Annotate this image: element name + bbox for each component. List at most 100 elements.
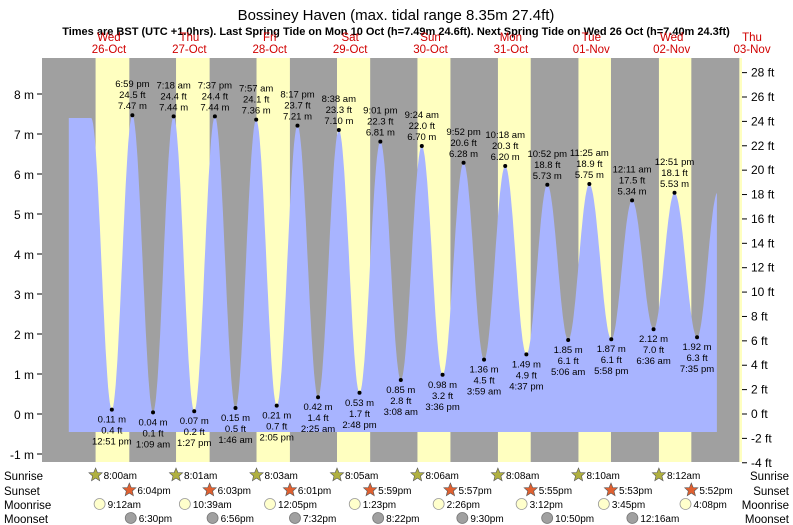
tide-height-m-label: 6.70 m bbox=[407, 132, 436, 143]
tide-height-m-label: 5.34 m bbox=[618, 186, 647, 197]
tide-height-ft-label: 23.3 ft bbox=[326, 105, 353, 116]
tide-time-label: 7:37 pm bbox=[198, 80, 232, 91]
tide-curve bbox=[68, 115, 717, 432]
y-right-tick-label: 8 ft bbox=[751, 309, 768, 323]
y-left-tick-label: 3 m bbox=[14, 288, 34, 302]
tide-point bbox=[316, 395, 321, 400]
sunset-icon bbox=[603, 482, 619, 497]
tide-point bbox=[587, 182, 592, 186]
moonset-row-label-left: Moonset bbox=[4, 514, 49, 525]
sunrise-row-label-right: Sunrise bbox=[750, 471, 789, 483]
sunset-icon bbox=[443, 482, 458, 497]
moonset-icon bbox=[372, 512, 385, 524]
tide-point bbox=[357, 390, 362, 395]
y-right-tick-label: 4 ft bbox=[751, 358, 768, 372]
tide-time-label: 9:52 pm bbox=[446, 127, 480, 138]
sunset-time: 6:01pm bbox=[298, 486, 331, 497]
moonrise-icon bbox=[93, 498, 106, 510]
moonrise-icon bbox=[515, 498, 528, 510]
tide-height-m-label: 1.87 m bbox=[597, 344, 626, 355]
moonrise-time: 3:45pm bbox=[612, 500, 645, 511]
tide-time-label: 8:17 pm bbox=[280, 90, 314, 101]
day-name: Sat bbox=[342, 32, 360, 44]
tide-height-ft-label: 6.3 ft bbox=[686, 353, 707, 364]
tide-point bbox=[171, 114, 176, 119]
y-left-tick-label: 7 m bbox=[14, 128, 34, 142]
y-right-tick-label: 24 ft bbox=[751, 114, 775, 128]
sunrise-icon bbox=[329, 467, 345, 482]
tide-point bbox=[609, 337, 614, 342]
day-date: 27-Oct bbox=[172, 44, 207, 56]
day-labels: Wed26-OctThu27-OctFri28-OctSat29-OctSun3… bbox=[92, 32, 771, 56]
sunset-row-label-left: Sunset bbox=[4, 486, 41, 498]
sunrise-time: 8:08am bbox=[506, 471, 539, 482]
tide-point bbox=[695, 335, 700, 340]
tide-height-m-label: 7.36 m bbox=[242, 106, 271, 117]
day-name: Wed bbox=[660, 32, 683, 44]
tide-time-label: 12:11 am bbox=[613, 164, 652, 175]
tide-height-m-label: 1.92 m bbox=[683, 342, 712, 353]
day-date: 31-Oct bbox=[494, 44, 529, 56]
tide-height-ft-label: 18.9 ft bbox=[576, 159, 603, 170]
moonset-time: 12:16am bbox=[640, 514, 679, 525]
tide-point bbox=[440, 372, 445, 377]
sunset-time: 5:53pm bbox=[619, 486, 652, 497]
sunrise-time: 8:01am bbox=[184, 471, 217, 482]
tide-time-label: 10:52 pm bbox=[527, 149, 567, 160]
tide-point bbox=[672, 190, 677, 195]
tide-height-m-label: 7.44 m bbox=[159, 102, 188, 113]
tide-time-label: 12:51 pm bbox=[92, 437, 132, 448]
tide-point bbox=[482, 357, 487, 362]
tide-point bbox=[254, 117, 259, 122]
day-date: 01-Nov bbox=[573, 44, 610, 56]
day-date: 03-Nov bbox=[734, 44, 771, 56]
tide-point bbox=[503, 164, 508, 168]
sunrise-time: 8:00am bbox=[104, 471, 137, 482]
tide-height-m-label: 7.21 m bbox=[283, 112, 312, 123]
tide-time-label: 8:38 am bbox=[322, 94, 356, 105]
tide-time-label: 11:25 am bbox=[570, 148, 609, 159]
tide-height-ft-label: 24.4 ft bbox=[202, 91, 229, 102]
day-name: Thu bbox=[742, 32, 762, 44]
tide-point bbox=[274, 403, 279, 408]
moonrise-time: 2:26pm bbox=[447, 500, 480, 511]
tide-point bbox=[461, 160, 466, 165]
y-right-tick-label: 10 ft bbox=[751, 285, 775, 299]
tide-height-m-label: 5.75 m bbox=[575, 170, 604, 181]
tide-height-m-label: 2.12 m bbox=[639, 334, 668, 345]
y-right-tick-label: 14 ft bbox=[751, 236, 775, 250]
day-date: 29-Oct bbox=[333, 44, 368, 56]
sunset-icon bbox=[683, 482, 699, 497]
tide-time-label: 7:35 pm bbox=[680, 364, 714, 375]
y-left-tick-label: 2 m bbox=[14, 328, 34, 342]
tide-height-ft-label: 2.8 ft bbox=[390, 396, 411, 407]
moonrise-time: 12:05pm bbox=[278, 500, 317, 511]
tide-time-label: 10:18 am bbox=[485, 130, 525, 141]
tide-time-label: 5:58 pm bbox=[594, 366, 628, 377]
sunset-time: 6:04pm bbox=[137, 486, 170, 497]
tide-height-ft-label: 4.9 ft bbox=[516, 370, 537, 381]
moonrise-icon bbox=[264, 498, 276, 510]
tide-height-m-label: 0.07 m bbox=[180, 416, 209, 427]
tide-point bbox=[398, 378, 403, 382]
moonset-icon bbox=[124, 512, 137, 524]
sunset-icon bbox=[362, 482, 378, 497]
tide-time-label: 3:08 am bbox=[384, 407, 418, 418]
moonrise-time: 1:23pm bbox=[363, 500, 396, 511]
tide-time-label: 2:05 pm bbox=[260, 433, 294, 444]
tide-height-m-label: 7.10 m bbox=[324, 116, 353, 127]
tide-height-ft-label: 22.3 ft bbox=[367, 117, 394, 128]
tide-point bbox=[630, 198, 635, 203]
tide-point bbox=[130, 113, 135, 118]
moonrise-row-label-right: Moonrise bbox=[742, 500, 789, 512]
chart-subtitle: Times are BST (UTC +1.0hrs). Last Spring… bbox=[62, 26, 730, 38]
y-right-tick-label: 6 ft bbox=[751, 334, 768, 348]
day-date: 26-Oct bbox=[92, 44, 127, 56]
tide-point bbox=[212, 114, 217, 119]
sunset-row-label-right: Sunset bbox=[753, 486, 790, 498]
sunset-icon bbox=[282, 482, 298, 497]
moonrise-time: 4:08pm bbox=[693, 500, 726, 511]
tide-height-ft-label: 0.7 ft bbox=[266, 422, 287, 433]
tide-height-ft-label: 3.2 ft bbox=[432, 391, 453, 402]
